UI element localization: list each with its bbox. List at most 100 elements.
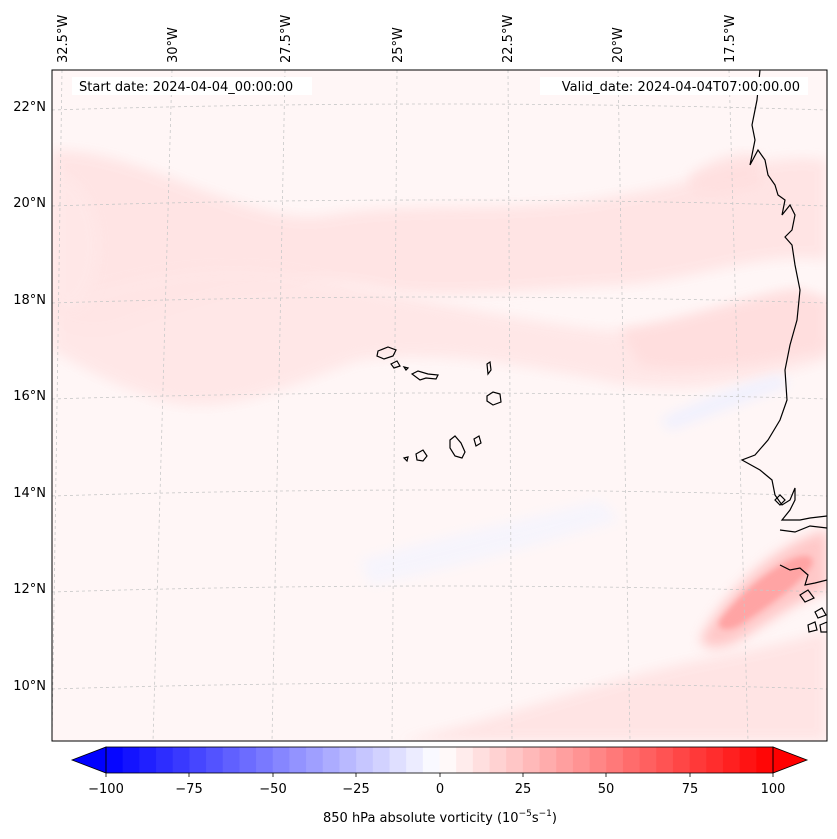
colorbar-cell [289,747,307,773]
colorbar-tick-label: 75 [682,782,699,797]
colorbar-ticks [105,773,774,777]
colorbar-max-extend [772,746,809,774]
meridian-32-5w [52,70,63,741]
guinea-bissau-coast [779,564,827,586]
colorbar-cell [572,747,591,773]
colorbar-tick-label: −50 [259,782,286,797]
lat-label: 16°N [13,389,46,404]
island-sal [486,360,492,376]
colorbar-cell [472,747,491,773]
colorbar-cell [672,747,691,773]
vorticity-patch-east [620,290,827,369]
lon-label: 20°W [611,27,626,63]
meridian-22-5w [507,70,513,741]
colorbar-cell [756,747,774,773]
colorbar-cell [389,747,407,773]
colorbar-cell [106,747,124,773]
meridian-27-5w [271,70,286,741]
island-fogo [415,449,428,462]
map-border [51,69,828,742]
lat-label: 20°N [13,196,46,211]
vorticity-band-south [400,630,827,741]
gambia-coast [779,525,827,533]
lon-label: 17.5°W [723,15,738,63]
lon-label: 30°W [166,27,181,63]
colorbar-cell [272,747,291,773]
colorbar-tick-label: 100 [761,782,786,797]
colorbar-cell [256,747,274,773]
valid-date-box [540,77,808,95]
meridian-20w [617,70,631,741]
colorbar-cell [372,747,391,773]
colorbar-cell [156,747,174,773]
negative-vorticity-patch [360,500,620,585]
colorbar-cell [239,747,257,773]
lat-label: 22°N [13,100,46,115]
colorbar-cell [689,747,707,773]
colorbar-cell [189,747,207,773]
graticule [52,70,827,741]
colorbar-cell [306,747,324,773]
parallel-20n [52,199,827,207]
colorbar-cell [122,747,140,773]
colorbar-cell [356,747,374,773]
valid-date-label: Valid_date: 2024-04-04T07:00:00.00 [562,80,800,95]
colorbar-tick-labels: −100 −75 −50 −25 0 25 50 75 100 [88,782,785,797]
lat-label: 12°N [13,582,46,597]
start-date-box [72,77,312,95]
parallel-10n [52,682,827,690]
colorbar: −100 −75 −50 −25 0 25 50 75 100 850 hPa … [70,746,809,826]
island-santo-antao [376,346,397,360]
colorbar-cell [556,747,574,773]
colorbar-cell [206,747,224,773]
africa-coastline [740,70,827,521]
dakar-peninsula [774,494,786,506]
meridian-30w [152,70,173,741]
colorbar-cell [606,747,624,773]
colorbar-tick-label: −100 [88,782,124,797]
island-santiago [449,435,466,459]
colorbar-cell [406,747,424,773]
island-santa-luzia [402,366,410,371]
colorbar-cell [739,747,757,773]
vorticity-field [52,150,827,741]
colorbar-cell [322,747,341,773]
lat-label: 14°N [13,486,46,501]
island-sao-nicolau [410,370,439,381]
island-maio [473,435,482,447]
colorbar-cell [506,747,524,773]
colorbar-label-exp1: −5 [519,809,532,819]
colorbar-cell [539,747,557,773]
negative-vorticity-streak [660,375,790,430]
colorbar-cell [522,747,541,773]
colorbar-cell [489,747,507,773]
colorbar-tick-label: −25 [342,782,369,797]
vorticity-band-middle [52,267,827,406]
colorbar-cell [456,747,474,773]
meridian-25w [391,70,398,741]
lon-label: 27.5°W [279,15,294,63]
parallel-16n [52,392,827,400]
colorbar-cell [172,747,190,773]
colorbar-label-mid: s [532,811,539,826]
colorbar-cells [106,747,774,773]
parallel-14n [52,489,827,497]
colorbar-cell [639,747,657,773]
colorbar-cell [589,747,607,773]
colorbar-cell [656,747,674,773]
island-boa-vista [486,391,502,406]
coastlines [376,70,827,633]
colorbar-tick-label: 0 [436,782,444,797]
lat-label: 10°N [13,679,46,694]
bijagos-islands [799,589,827,633]
colorbar-label: 850 hPa absolute vorticity (10−5s−1) [323,809,557,826]
colorbar-cell [706,747,724,773]
parallel-12n [52,585,827,593]
colorbar-cell [622,747,641,773]
colorbar-cell [339,747,357,773]
colorbar-cell [422,747,441,773]
vorticity-low-core [718,555,813,630]
colorbar-cell [222,747,241,773]
latitude-labels: 22°N 20°N 18°N 16°N 14°N 12°N 10°N [13,100,46,694]
